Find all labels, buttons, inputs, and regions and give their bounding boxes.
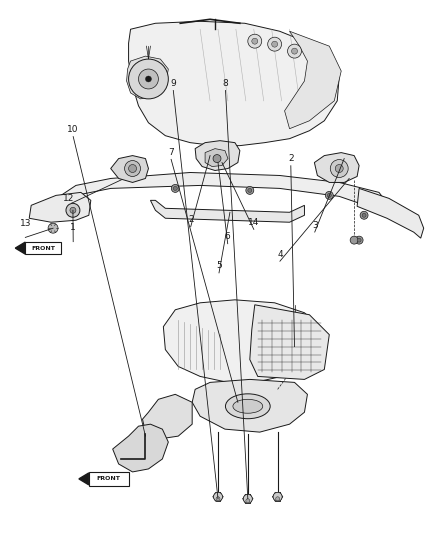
Circle shape [246, 187, 254, 195]
Polygon shape [205, 149, 228, 166]
Text: FRONT: FRONT [97, 477, 120, 481]
Polygon shape [192, 379, 307, 432]
Polygon shape [357, 188, 424, 238]
Circle shape [276, 497, 279, 501]
Text: 10: 10 [67, 125, 79, 134]
Circle shape [66, 203, 80, 217]
Circle shape [248, 188, 252, 192]
Polygon shape [29, 192, 91, 222]
Circle shape [124, 160, 141, 176]
Text: 4: 4 [277, 250, 283, 259]
Polygon shape [150, 200, 304, 222]
Polygon shape [142, 394, 192, 439]
Polygon shape [113, 424, 168, 472]
Polygon shape [111, 156, 148, 182]
Circle shape [48, 223, 58, 233]
Polygon shape [163, 300, 319, 382]
Circle shape [173, 187, 177, 190]
Ellipse shape [233, 399, 263, 413]
Text: 2: 2 [188, 215, 194, 224]
Polygon shape [127, 56, 168, 99]
Text: 5: 5 [216, 261, 222, 270]
Text: 6: 6 [225, 232, 230, 241]
Circle shape [273, 492, 282, 501]
Text: 2: 2 [288, 154, 293, 163]
FancyBboxPatch shape [89, 472, 129, 486]
Circle shape [327, 193, 331, 197]
Circle shape [214, 492, 223, 501]
Ellipse shape [226, 394, 270, 419]
Circle shape [350, 236, 358, 244]
Polygon shape [195, 141, 240, 171]
Circle shape [292, 48, 297, 54]
Polygon shape [285, 31, 341, 129]
Circle shape [325, 191, 333, 199]
Circle shape [360, 211, 368, 219]
Polygon shape [61, 173, 389, 215]
Circle shape [355, 236, 363, 244]
Circle shape [248, 34, 262, 48]
Circle shape [357, 238, 361, 242]
Polygon shape [250, 305, 329, 379]
Text: 8: 8 [223, 79, 228, 88]
Circle shape [335, 165, 343, 173]
Text: 12: 12 [63, 194, 74, 203]
Polygon shape [15, 242, 25, 254]
Circle shape [362, 213, 366, 217]
Circle shape [288, 44, 301, 58]
Circle shape [70, 207, 76, 213]
Circle shape [252, 38, 258, 44]
Circle shape [129, 59, 168, 99]
Text: 7: 7 [168, 148, 174, 157]
Text: 9: 9 [170, 79, 176, 88]
Circle shape [216, 497, 220, 501]
Polygon shape [129, 21, 339, 146]
Circle shape [272, 41, 278, 47]
Circle shape [138, 69, 159, 89]
Text: 3: 3 [312, 221, 318, 230]
Text: 13: 13 [20, 219, 31, 228]
Polygon shape [314, 152, 359, 182]
Polygon shape [79, 473, 89, 485]
FancyBboxPatch shape [25, 242, 61, 254]
Circle shape [330, 159, 348, 177]
Circle shape [246, 499, 250, 503]
Circle shape [145, 76, 152, 82]
Circle shape [129, 165, 137, 173]
Circle shape [268, 37, 282, 51]
Text: 1: 1 [71, 223, 76, 232]
Circle shape [213, 155, 221, 163]
Circle shape [171, 184, 179, 192]
Text: FRONT: FRONT [31, 246, 55, 251]
Circle shape [244, 494, 252, 503]
Text: 14: 14 [248, 218, 259, 227]
